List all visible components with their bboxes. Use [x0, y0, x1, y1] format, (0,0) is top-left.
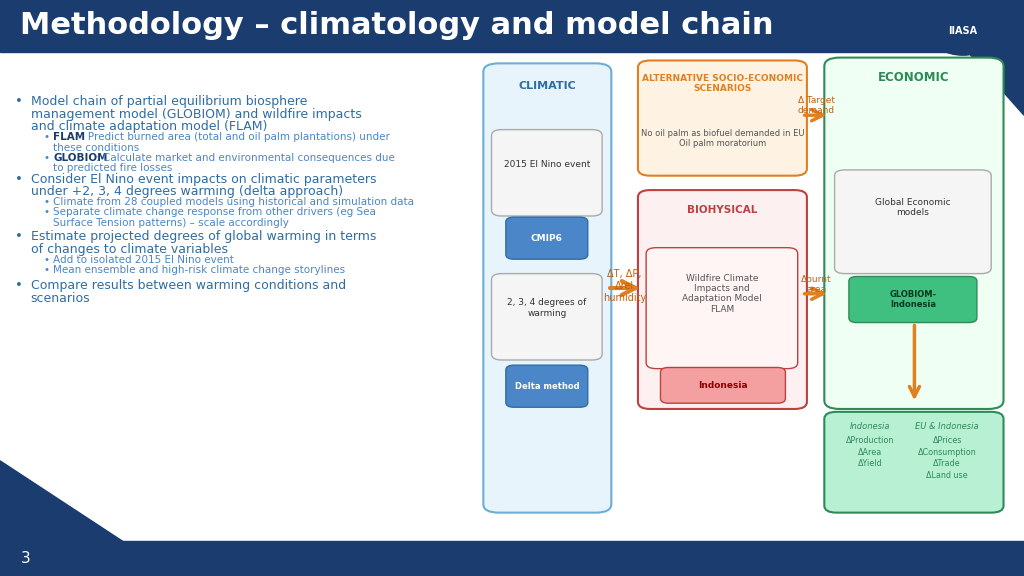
Text: Surface Tension patterns) – scale accordingly: Surface Tension patterns) – scale accord… — [53, 218, 289, 228]
Text: management model (GLOBIOM) and wildfire impacts: management model (GLOBIOM) and wildfire … — [31, 108, 361, 121]
Text: GLOBIOM: GLOBIOM — [53, 153, 108, 162]
Text: Separate climate change response from other drivers (eg Sea: Separate climate change response from ot… — [53, 207, 376, 217]
Text: EU & Indonesia: EU & Indonesia — [915, 422, 979, 431]
Text: •: • — [43, 197, 49, 207]
Text: •: • — [43, 255, 49, 264]
Text: 2, 3, 4 degrees of
warming: 2, 3, 4 degrees of warming — [507, 298, 587, 318]
FancyBboxPatch shape — [646, 248, 798, 369]
Text: ΔProduction: ΔProduction — [846, 436, 895, 445]
Text: •: • — [15, 95, 24, 108]
Text: these conditions: these conditions — [53, 143, 139, 153]
FancyBboxPatch shape — [506, 365, 588, 407]
Text: Estimate projected degrees of global warming in terms: Estimate projected degrees of global war… — [31, 230, 376, 244]
Text: •: • — [43, 153, 49, 162]
Circle shape — [928, 7, 998, 55]
Polygon shape — [922, 0, 1024, 115]
Text: •: • — [15, 173, 24, 186]
Text: Δrel: Δrel — [615, 281, 634, 291]
Text: ECONOMIC: ECONOMIC — [879, 71, 949, 84]
Text: FLAM: FLAM — [53, 132, 85, 142]
Polygon shape — [0, 461, 123, 541]
FancyBboxPatch shape — [824, 58, 1004, 409]
Text: Mean ensemble and high-risk climate change storylines: Mean ensemble and high-risk climate chan… — [53, 265, 345, 275]
Text: •: • — [15, 230, 24, 244]
Bar — [0, 541, 1024, 576]
Text: Indonesia: Indonesia — [850, 422, 891, 431]
Text: Add to isolated 2015 El Nino event: Add to isolated 2015 El Nino event — [53, 255, 234, 264]
FancyBboxPatch shape — [849, 276, 977, 323]
Text: 3: 3 — [20, 551, 31, 566]
Text: ΔTrade: ΔTrade — [934, 459, 961, 468]
Text: BIOHYSICAL: BIOHYSICAL — [687, 205, 758, 215]
FancyBboxPatch shape — [483, 63, 611, 513]
FancyBboxPatch shape — [492, 274, 602, 360]
FancyBboxPatch shape — [638, 60, 807, 176]
Text: Wildfire Climate
Impacts and
Adaptation Model
FLAM: Wildfire Climate Impacts and Adaptation … — [682, 274, 762, 314]
Text: •: • — [43, 265, 49, 275]
FancyBboxPatch shape — [506, 217, 588, 259]
Text: Indonesia: Indonesia — [698, 381, 748, 390]
Text: IIASA: IIASA — [948, 26, 978, 36]
Bar — [0, 0, 1024, 52]
Text: : Calculate market and environmental consequences due: : Calculate market and environmental con… — [96, 153, 395, 162]
Text: ΔPrices: ΔPrices — [933, 436, 962, 445]
Text: to predicted fire losses: to predicted fire losses — [53, 163, 173, 173]
Text: ΔLand use: ΔLand use — [927, 471, 968, 480]
Text: demand: demand — [798, 106, 835, 115]
Text: Δburnt: Δburnt — [801, 275, 831, 284]
Text: ΔArea: ΔArea — [858, 448, 883, 457]
Text: GLOBIOM-
Indonesia: GLOBIOM- Indonesia — [889, 290, 937, 309]
Text: Compare results between warming conditions and: Compare results between warming conditio… — [31, 279, 346, 293]
FancyBboxPatch shape — [660, 367, 785, 403]
FancyBboxPatch shape — [835, 170, 991, 274]
Text: Model chain of partial equilibrium biosphere: Model chain of partial equilibrium biosp… — [31, 95, 307, 108]
Text: Global Economic
models: Global Economic models — [876, 198, 950, 217]
Text: •: • — [43, 207, 49, 217]
Text: Delta method: Delta method — [514, 382, 580, 391]
Text: Climate from 28 coupled models using historical and simulation data: Climate from 28 coupled models using his… — [53, 197, 415, 207]
Text: Δ Target: Δ Target — [798, 96, 835, 105]
Text: area: area — [806, 285, 826, 294]
Text: ALTERNATIVE SOCIO-ECONOMIC
SCENARIOS: ALTERNATIVE SOCIO-ECONOMIC SCENARIOS — [642, 74, 803, 93]
Text: ΔYield: ΔYield — [858, 459, 883, 468]
Text: and climate adaptation model (FLAM): and climate adaptation model (FLAM) — [31, 120, 267, 134]
Text: ΔT, ΔP,: ΔT, ΔP, — [607, 268, 642, 279]
Text: Methodology – climatology and model chain: Methodology – climatology and model chai… — [20, 12, 774, 40]
Text: under +2, 3, 4 degrees warming (delta approach): under +2, 3, 4 degrees warming (delta ap… — [31, 185, 343, 199]
Text: •: • — [43, 132, 49, 142]
FancyBboxPatch shape — [638, 190, 807, 409]
Text: scenarios: scenarios — [31, 292, 90, 305]
Text: CLIMATIC: CLIMATIC — [518, 81, 577, 92]
Text: CMIP6: CMIP6 — [530, 234, 563, 242]
Text: Consider El Nino event impacts on climatic parameters: Consider El Nino event impacts on climat… — [31, 173, 376, 186]
Text: •: • — [15, 279, 24, 293]
Text: 2015 El Nino event: 2015 El Nino event — [504, 160, 590, 169]
FancyBboxPatch shape — [824, 412, 1004, 513]
Text: humidity: humidity — [603, 293, 646, 304]
Text: of changes to climate variables: of changes to climate variables — [31, 243, 227, 256]
Text: ΔConsumption: ΔConsumption — [918, 448, 977, 457]
Text: : Predict burned area (total and oil palm plantations) under: : Predict burned area (total and oil pal… — [81, 132, 390, 142]
Text: No oil palm as biofuel demanded in EU
Oil palm moratorium: No oil palm as biofuel demanded in EU Oi… — [641, 128, 804, 148]
FancyBboxPatch shape — [492, 130, 602, 216]
